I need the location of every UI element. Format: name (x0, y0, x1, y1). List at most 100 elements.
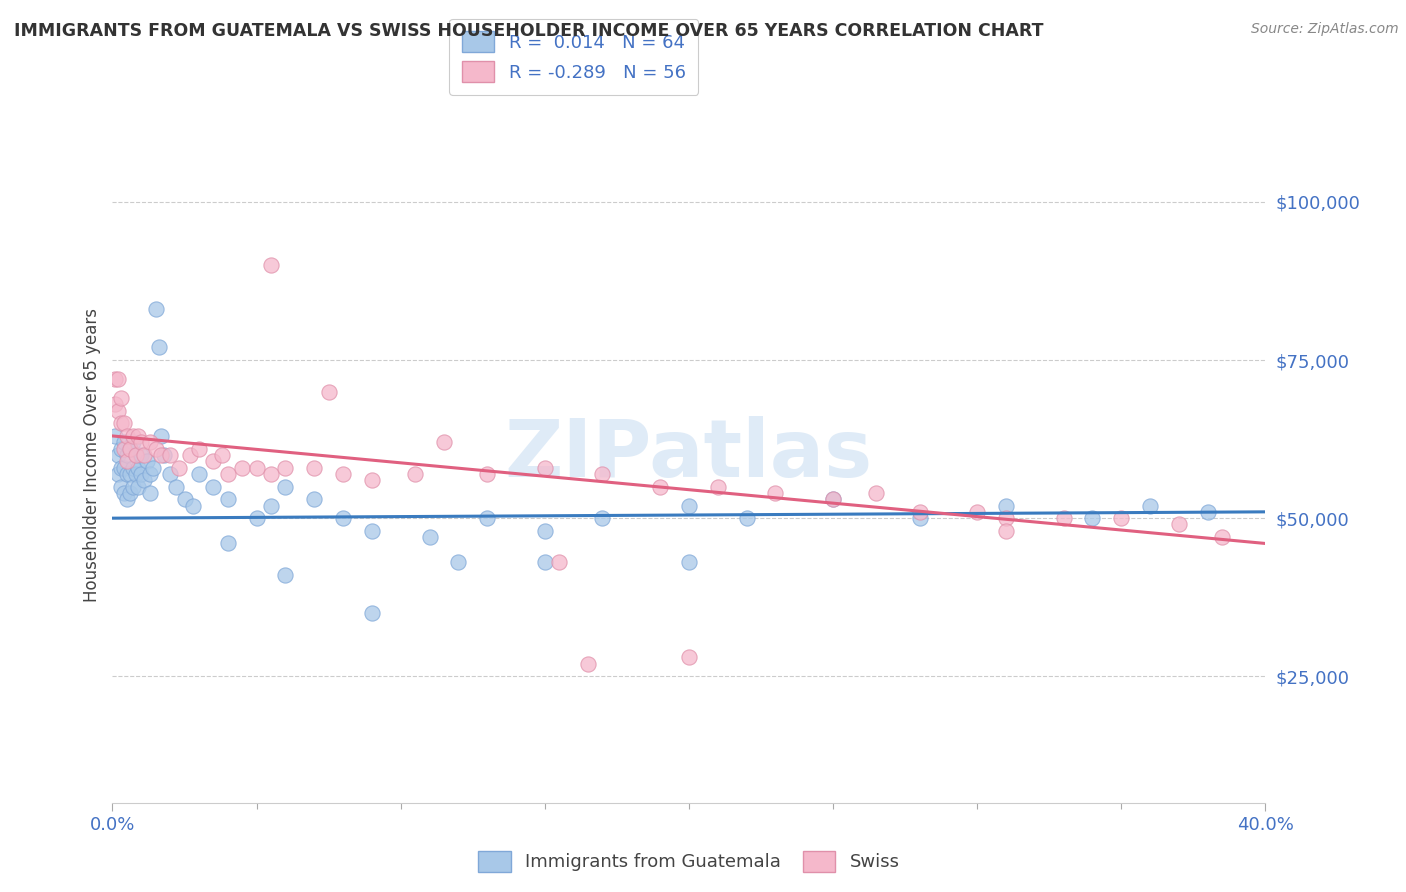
Point (534, 524, 557, 538)
Point (112, 486, 135, 500)
Point (115, 492, 138, 507)
Point (318, 384, 340, 399)
Point (678, 650, 700, 665)
Point (211, 448, 233, 462)
Point (104, 397, 127, 411)
Point (159, 448, 181, 462)
Point (1139, 499, 1161, 513)
Point (678, 499, 700, 513)
Point (181, 499, 204, 513)
Point (139, 435, 162, 450)
Point (118, 467, 141, 481)
Point (110, 391, 132, 405)
Point (124, 467, 146, 481)
Point (145, 442, 167, 456)
Point (115, 454, 138, 468)
Point (576, 657, 599, 671)
Point (112, 417, 135, 431)
Point (121, 429, 143, 443)
Point (360, 473, 382, 487)
Point (966, 505, 988, 519)
Point (304, 460, 326, 475)
Point (153, 448, 176, 462)
Point (134, 473, 156, 487)
Point (1211, 530, 1233, 544)
Point (136, 454, 159, 468)
Point (260, 258, 283, 272)
Point (150, 429, 173, 443)
Point (592, 467, 614, 481)
Point (107, 403, 129, 417)
Point (332, 467, 354, 481)
Point (246, 460, 269, 475)
Point (304, 492, 326, 507)
Point (112, 460, 135, 475)
Point (908, 511, 931, 525)
Y-axis label: Householder Income Over 65 years: Householder Income Over 65 years (83, 308, 101, 602)
Text: IMMIGRANTS FROM GUATEMALA VS SWISS HOUSEHOLDER INCOME OVER 65 YEARS CORRELATION : IMMIGRANTS FROM GUATEMALA VS SWISS HOUSE… (14, 22, 1043, 40)
Point (548, 556, 571, 570)
Point (1111, 511, 1133, 525)
Point (121, 479, 143, 493)
Point (260, 467, 283, 481)
Point (678, 556, 700, 570)
Point (865, 486, 887, 500)
Point (107, 467, 129, 481)
Point (159, 467, 181, 481)
Point (110, 460, 132, 475)
Point (246, 511, 269, 525)
Point (115, 467, 138, 481)
Point (274, 568, 297, 582)
Point (433, 435, 456, 450)
Point (121, 435, 143, 450)
Point (332, 511, 354, 525)
Point (104, 429, 127, 443)
Point (127, 460, 149, 475)
Point (127, 429, 149, 443)
Point (118, 442, 141, 456)
Point (217, 492, 239, 507)
Point (274, 460, 297, 475)
Point (188, 467, 211, 481)
Point (707, 479, 730, 493)
Point (110, 442, 132, 456)
Point (104, 372, 127, 386)
Point (419, 530, 441, 544)
Point (150, 448, 173, 462)
Point (995, 524, 1018, 538)
Point (1081, 511, 1104, 525)
Point (124, 448, 146, 462)
Point (142, 460, 165, 475)
Point (121, 460, 143, 475)
Point (995, 499, 1018, 513)
Point (129, 435, 153, 450)
Point (260, 499, 283, 513)
Point (129, 448, 153, 462)
Point (124, 448, 146, 462)
Point (821, 492, 844, 507)
Point (202, 454, 225, 468)
Point (217, 467, 239, 481)
Point (765, 486, 787, 500)
Point (1197, 505, 1219, 519)
Point (129, 467, 153, 481)
Point (115, 429, 138, 443)
Point (148, 340, 170, 354)
Point (735, 511, 758, 525)
Point (995, 511, 1018, 525)
Point (173, 492, 195, 507)
Point (127, 479, 149, 493)
Point (167, 460, 190, 475)
Legend: Immigrants from Guatemala, Swiss: Immigrants from Guatemala, Swiss (465, 838, 912, 884)
Point (165, 479, 187, 493)
Point (404, 467, 426, 481)
Point (107, 372, 129, 386)
Point (107, 448, 129, 462)
Point (139, 486, 162, 500)
Point (231, 460, 253, 475)
Point (110, 479, 132, 493)
Point (908, 505, 931, 519)
Point (274, 479, 297, 493)
Point (112, 442, 135, 456)
Point (534, 460, 557, 475)
